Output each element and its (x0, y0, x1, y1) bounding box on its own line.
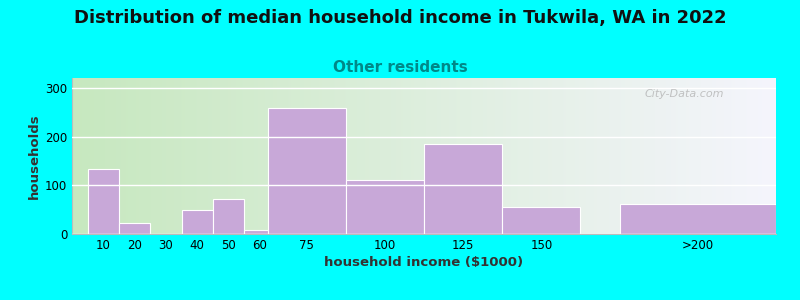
Bar (424, 144, 502, 234)
X-axis label: household income ($1000): household income ($1000) (325, 256, 523, 269)
Bar (119, 223, 150, 234)
Y-axis label: households: households (28, 113, 41, 199)
Bar (244, 230, 275, 234)
Bar (619, 204, 776, 234)
Text: City-Data.com: City-Data.com (645, 88, 724, 99)
Bar (182, 210, 213, 234)
Bar (213, 199, 244, 234)
Bar (502, 207, 581, 234)
Bar (346, 180, 424, 234)
Text: Distribution of median household income in Tukwila, WA in 2022: Distribution of median household income … (74, 9, 726, 27)
Text: Other residents: Other residents (333, 60, 467, 75)
Bar (88, 169, 119, 234)
Bar (267, 108, 346, 234)
